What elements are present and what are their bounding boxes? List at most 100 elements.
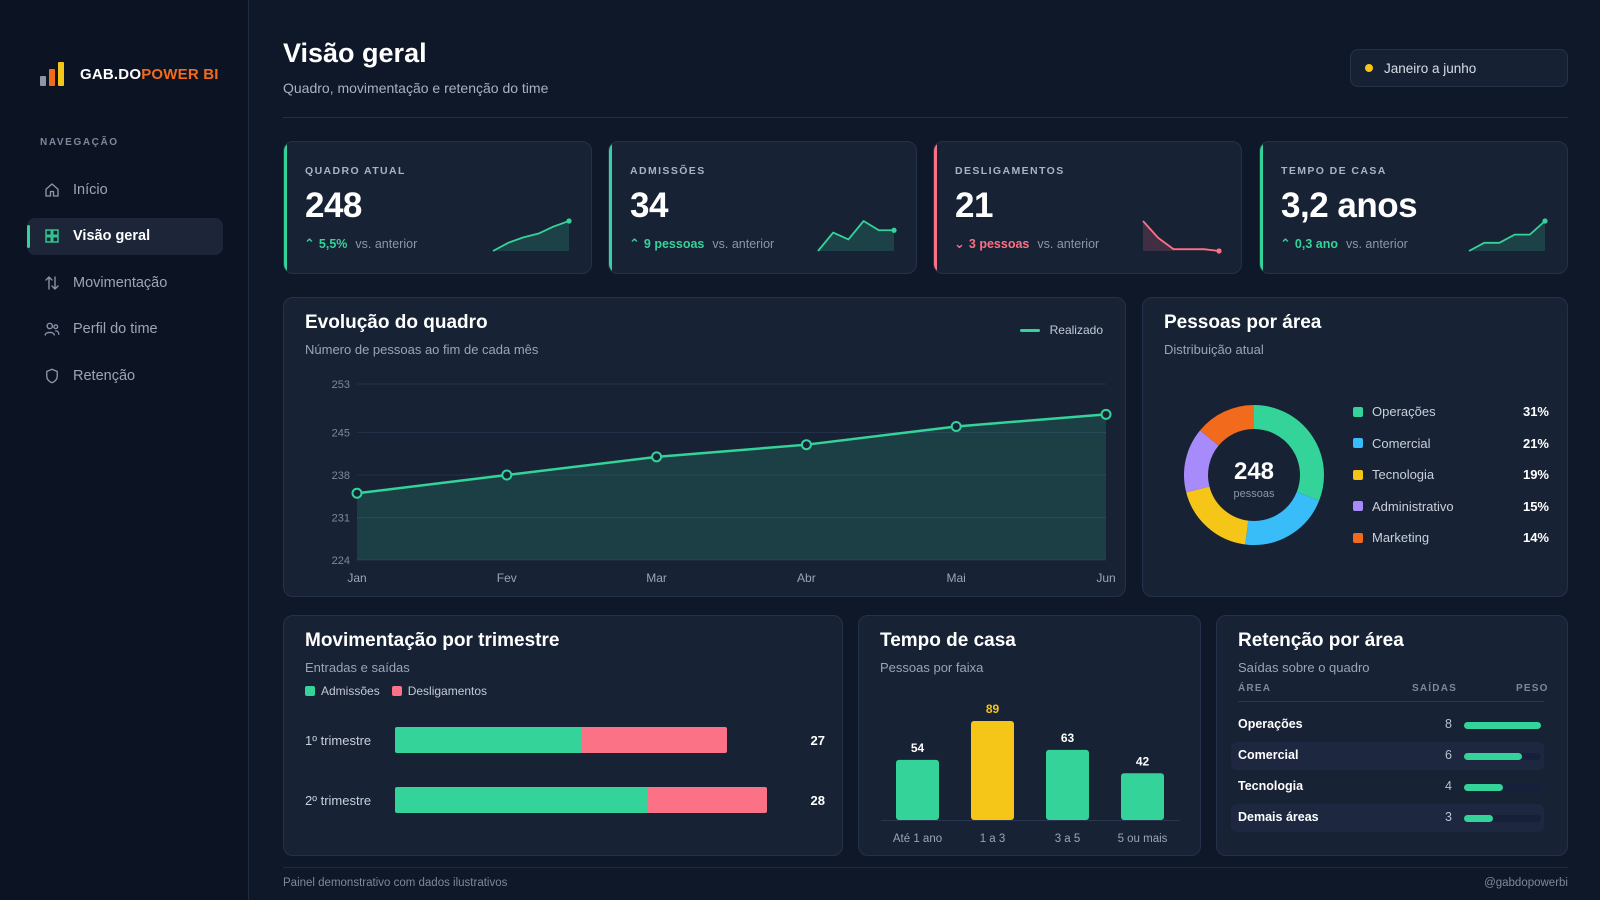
donut-chart: 248 pessoas <box>1184 405 1324 545</box>
cell-area: Tecnologia <box>1238 779 1304 793</box>
data-point[interactable] <box>950 420 962 432</box>
data-point[interactable] <box>351 487 363 499</box>
kpi-sparkline <box>492 218 572 252</box>
legend-item-desligamentos: Desligamentos <box>391 684 488 698</box>
stacked-bar[interactable] <box>395 787 767 813</box>
y-tick-label: 245 <box>332 428 350 440</box>
kpi-delta: ⌄ 3 pessoas vs. anterior <box>954 236 1099 252</box>
legend-swatch <box>305 686 315 696</box>
peso-bar-fill <box>1464 784 1503 791</box>
chart-legend: Admissões Desligamentos <box>305 684 499 698</box>
sparkline-end-dot <box>891 227 897 233</box>
sidebar-item-movimentacao[interactable]: Movimentação <box>27 264 223 301</box>
x-tick-label: Jan <box>347 571 366 585</box>
column-value-label: 89 <box>986 702 1000 716</box>
kpi-card-admissoes: ADMISSÕES 34 ⌃ 9 pessoas vs. anterior <box>608 141 917 274</box>
table-row[interactable]: Tecnologia 4 <box>1231 773 1544 801</box>
panel-subtitle: Número de pessoas ao fim de cada mês <box>305 342 539 357</box>
area-fill <box>357 414 1106 560</box>
donut-slice[interactable] <box>1186 485 1249 545</box>
legend-percent: 21% <box>1522 435 1549 451</box>
column-header-saidas: SAÍDAS <box>1412 683 1457 694</box>
period-label: Janeiro a junho <box>1384 60 1477 76</box>
legend-swatch <box>1353 469 1363 480</box>
kpi-delta-caption: vs. anterior <box>355 237 418 251</box>
table-row[interactable]: Comercial 6 <box>1231 742 1544 770</box>
x-tick-label: Abr <box>797 571 816 585</box>
legend-percent: 14% <box>1522 530 1549 546</box>
kpi-card-tempo-de-casa: TEMPO DE CASA 3,2 anos ⌃ 0,3 ano vs. anter… <box>1259 141 1568 274</box>
kpi-sparkline <box>1468 218 1548 252</box>
bar-row-total: 27 <box>810 732 825 748</box>
sparkline-end-dot <box>566 218 572 224</box>
series-line-realizado <box>356 413 1107 495</box>
column-value-label: 42 <box>1136 754 1150 768</box>
x-tick-label: Mar <box>646 571 667 585</box>
sidebar-item-visao-geral[interactable]: Visão geral <box>27 217 223 255</box>
data-point[interactable] <box>501 469 513 481</box>
stacked-bar[interactable] <box>395 727 728 753</box>
donut-legend: Operações 31% Comercial 21% Tecnologia 19% Adm… <box>1353 396 1549 554</box>
arrow-up-icon: ⌃ <box>1280 236 1291 251</box>
donut-slice[interactable] <box>1200 405 1255 447</box>
legend-label: Desligamentos <box>407 684 488 698</box>
column-bar[interactable] <box>896 759 939 820</box>
column-bar[interactable] <box>1046 749 1089 820</box>
sidebar-item-retencao[interactable]: Retenção <box>27 357 223 394</box>
x-tick-label: 5 ou mais <box>1118 833 1168 845</box>
legend-label: Comercial <box>1372 435 1431 451</box>
legend-swatch <box>1019 328 1040 332</box>
nav-title: NAVEGAÇÃO <box>40 137 119 148</box>
panel-title: Retenção por área <box>1238 630 1404 651</box>
legend-label: Marketing <box>1372 530 1430 546</box>
data-point[interactable] <box>651 451 663 463</box>
donut-slice[interactable] <box>1184 430 1219 493</box>
column-bar[interactable] <box>1121 773 1164 820</box>
kpi-delta-caption: vs. anterior <box>1037 237 1100 251</box>
panel-title: Movimentação por trimestre <box>305 630 560 651</box>
panel-retencao-por-area: Retenção por área Saídas sobre o quadro … <box>1216 615 1568 856</box>
table-row[interactable]: Demais áreas 3 <box>1231 804 1544 832</box>
period-filter[interactable]: Janeiro a junho <box>1350 49 1568 87</box>
sidebar-item-inicio[interactable]: Início <box>27 171 223 208</box>
sidebar-item-label: Movimentação <box>73 274 168 291</box>
kpi-accent <box>609 142 612 273</box>
sidebar-item-label: Retenção <box>73 367 136 384</box>
page-subtitle: Quadro, movimentação e retenção do time <box>283 80 549 96</box>
legend-swatch <box>391 686 402 696</box>
sidebar-nav: Início Visão geral Movimentação Perfil d… <box>27 171 223 404</box>
legend-swatch <box>1353 438 1363 449</box>
column-chart: 54 Até 1 ano 89 1 a 3 63 3 a 5 42 5 ou mais <box>881 702 1180 845</box>
x-tick-label: Fev <box>497 571 517 585</box>
table-row[interactable]: Operações 8 <box>1231 711 1544 739</box>
data-point[interactable] <box>800 439 812 451</box>
sidebar-item-perfil-do-time[interactable]: Perfil do time <box>27 311 223 348</box>
y-tick-label: 238 <box>332 470 350 482</box>
donut-center-label: pessoas <box>1234 488 1275 500</box>
data-point[interactable] <box>1100 408 1112 420</box>
bar-segment-admissoes <box>395 787 648 813</box>
column-value-label: 63 <box>1061 731 1075 745</box>
legend-swatch <box>1353 406 1363 417</box>
column-bar[interactable] <box>971 721 1014 820</box>
donut-slice[interactable] <box>1245 491 1320 545</box>
panel-movimentacao-trimestre: Movimentação por trimestre Entradas e sa… <box>283 615 843 856</box>
cell-saidas: 6 <box>1445 748 1452 762</box>
panel-tempo-de-casa: Tempo de casa Pessoas por faixa 54 Até 1 … <box>858 615 1201 856</box>
period-dot-icon <box>1365 64 1373 72</box>
brand-name: GAB.DOPOWER BI <box>80 65 219 83</box>
brand-logo[interactable]: GAB.DOPOWER BI <box>40 62 219 86</box>
bar-row-label: 2º trimestre <box>305 792 372 808</box>
arrow-down-icon: ⌄ <box>954 236 965 251</box>
donut-slice[interactable] <box>1253 405 1324 501</box>
kpi-delta: ⌃ 5,5% vs. anterior <box>304 236 417 252</box>
bar-row-total: 28 <box>810 792 825 808</box>
kpi-delta-caption: vs. anterior <box>712 237 775 251</box>
peso-bar-fill <box>1464 815 1493 822</box>
shield-icon <box>43 367 61 385</box>
sparkline-end-dot <box>1216 248 1222 254</box>
column-header-peso: PESO <box>1516 683 1549 694</box>
kpi-delta-value: 0,3 ano <box>1294 237 1338 251</box>
panel-subtitle: Saídas sobre o quadro <box>1238 660 1370 675</box>
kpi-value: 21 <box>955 186 993 225</box>
